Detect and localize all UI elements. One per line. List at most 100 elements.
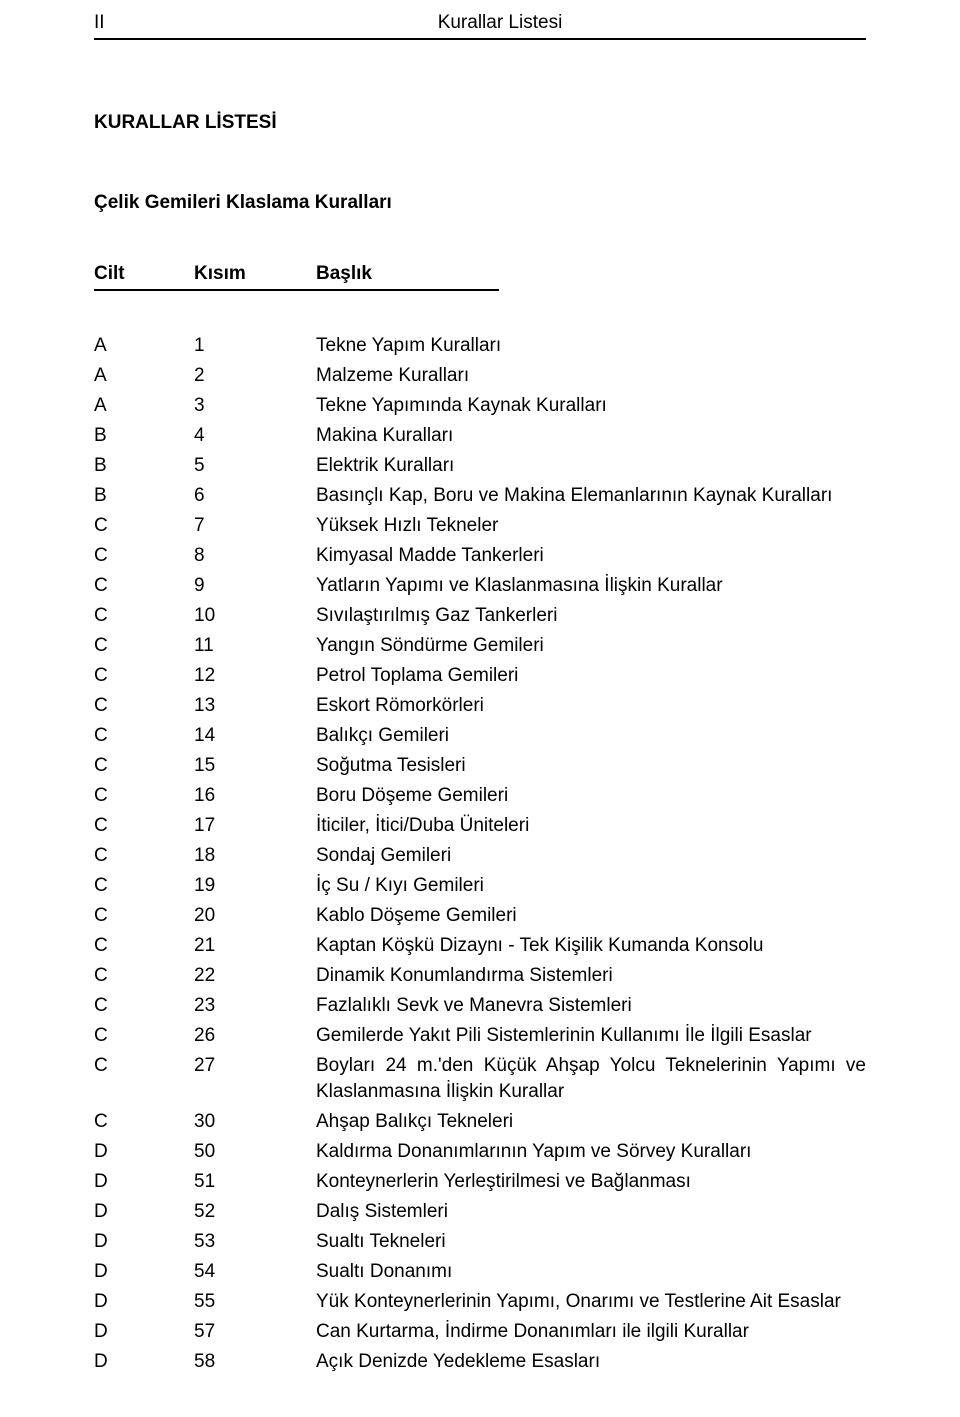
cell-baslik: Makina Kuralları <box>316 423 866 449</box>
table-row: D58Açık Denizde Yedekleme Esasları <box>94 1347 866 1377</box>
cell-baslik: İç Su / Kıyı Gemileri <box>316 873 866 899</box>
col-header-cilt: Cilt <box>94 261 194 287</box>
cell-kisim: 52 <box>194 1199 316 1225</box>
table-row: C15Soğutma Tesisleri <box>94 751 866 781</box>
table-row: C7Yüksek Hızlı Tekneler <box>94 511 866 541</box>
cell-kisim: 54 <box>194 1259 316 1285</box>
cell-kisim: 15 <box>194 753 316 779</box>
table-row: C21Kaptan Köşkü Dizaynı - Tek Kişilik Ku… <box>94 931 866 961</box>
cell-kisim: 12 <box>194 663 316 689</box>
page-header: II Kurallar Listesi <box>94 10 866 40</box>
table-row: C23Fazlalıklı Sevk ve Manevra Sistemleri <box>94 991 866 1021</box>
cell-cilt: C <box>94 813 194 839</box>
cell-cilt: B <box>94 423 194 449</box>
col-header-kisim: Kısım <box>194 261 316 287</box>
cell-kisim: 6 <box>194 483 316 509</box>
table-row: B6Basınçlı Kap, Boru ve Makina Elemanlar… <box>94 481 866 511</box>
cell-cilt: C <box>94 993 194 1019</box>
cell-cilt: C <box>94 603 194 629</box>
cell-kisim: 16 <box>194 783 316 809</box>
table-row: D55Yük Konteynerlerinin Yapımı, Onarımı … <box>94 1287 866 1317</box>
table-row: C20Kablo Döşeme Gemileri <box>94 901 866 931</box>
cell-cilt: D <box>94 1319 194 1345</box>
page-number: II <box>94 10 134 36</box>
cell-cilt: C <box>94 693 194 719</box>
cell-kisim: 26 <box>194 1023 316 1049</box>
cell-cilt: C <box>94 873 194 899</box>
table-row: C26Gemilerde Yakıt Pili Sistemlerinin Ku… <box>94 1021 866 1051</box>
cell-cilt: C <box>94 573 194 599</box>
document-page: II Kurallar Listesi KURALLAR LİSTESİ Çel… <box>0 10 960 1417</box>
table-row: C10Sıvılaştırılmış Gaz Tankerleri <box>94 601 866 631</box>
cell-baslik: Dalış Sistemleri <box>316 1199 866 1225</box>
cell-baslik: Petrol Toplama Gemileri <box>316 663 866 689</box>
cell-baslik: Elektrik Kuralları <box>316 453 866 479</box>
cell-cilt: C <box>94 513 194 539</box>
cell-cilt: C <box>94 753 194 779</box>
cell-kisim: 3 <box>194 393 316 419</box>
cell-cilt: A <box>94 363 194 389</box>
cell-cilt: D <box>94 1169 194 1195</box>
page-header-title: Kurallar Listesi <box>134 10 866 36</box>
cell-kisim: 11 <box>194 633 316 659</box>
cell-cilt: C <box>94 933 194 959</box>
table-row: A3Tekne Yapımında Kaynak Kuralları <box>94 391 866 421</box>
col-header-baslik: Başlık <box>316 261 866 287</box>
cell-kisim: 18 <box>194 843 316 869</box>
cell-kisim: 13 <box>194 693 316 719</box>
cell-baslik: Sıvılaştırılmış Gaz Tankerleri <box>316 603 866 629</box>
table-row: D57Can Kurtarma, İndirme Donanımları ile… <box>94 1317 866 1347</box>
cell-kisim: 20 <box>194 903 316 929</box>
cell-kisim: 23 <box>194 993 316 1019</box>
cell-cilt: C <box>94 1023 194 1049</box>
column-headers: Cilt Kısım Başlık <box>94 261 866 287</box>
cell-baslik: Basınçlı Kap, Boru ve Makina Elemanların… <box>316 483 866 509</box>
cell-kisim: 5 <box>194 453 316 479</box>
cell-cilt: C <box>94 1053 194 1079</box>
header-underline <box>94 289 499 291</box>
cell-cilt: D <box>94 1139 194 1165</box>
cell-kisim: 8 <box>194 543 316 569</box>
cell-kisim: 7 <box>194 513 316 539</box>
cell-kisim: 1 <box>194 333 316 359</box>
cell-baslik: Dinamik Konumlandırma Sistemleri <box>316 963 866 989</box>
cell-baslik: Soğutma Tesisleri <box>316 753 866 779</box>
cell-cilt: C <box>94 663 194 689</box>
cell-baslik: Kaptan Köşkü Dizaynı - Tek Kişilik Kuman… <box>316 933 866 959</box>
table-row: C27Boyları 24 m.'den Küçük Ahşap Yolcu T… <box>94 1051 866 1107</box>
cell-baslik: Malzeme Kuralları <box>316 363 866 389</box>
table-row: D53Sualtı Tekneleri <box>94 1227 866 1257</box>
cell-kisim: 4 <box>194 423 316 449</box>
cell-kisim: 58 <box>194 1349 316 1375</box>
cell-cilt: C <box>94 723 194 749</box>
main-title: KURALLAR LİSTESİ <box>94 110 866 136</box>
table-row: D51Konteynerlerin Yerleştirilmesi ve Bağ… <box>94 1167 866 1197</box>
cell-kisim: 19 <box>194 873 316 899</box>
cell-baslik: Yangın Söndürme Gemileri <box>316 633 866 659</box>
cell-baslik: Fazlalıklı Sevk ve Manevra Sistemleri <box>316 993 866 1019</box>
table-row: C22Dinamik Konumlandırma Sistemleri <box>94 961 866 991</box>
cell-baslik: Tekne Yapım Kuralları <box>316 333 866 359</box>
cell-baslik: Kablo Döşeme Gemileri <box>316 903 866 929</box>
cell-baslik: Kaldırma Donanımlarının Yapım ve Sörvey … <box>316 1139 866 1165</box>
cell-cilt: D <box>94 1289 194 1315</box>
table-row: A2Malzeme Kuralları <box>94 361 866 391</box>
table-row: C9Yatların Yapımı ve Klaslanmasına İlişk… <box>94 571 866 601</box>
cell-baslik: Kimyasal Madde Tankerleri <box>316 543 866 569</box>
table-row: C13Eskort Römorkörleri <box>94 691 866 721</box>
table-row: C19İç Su / Kıyı Gemileri <box>94 871 866 901</box>
cell-baslik: Sondaj Gemileri <box>316 843 866 869</box>
cell-baslik: Boru Döşeme Gemileri <box>316 783 866 809</box>
cell-kisim: 27 <box>194 1053 316 1079</box>
cell-cilt: C <box>94 633 194 659</box>
cell-baslik: Açık Denizde Yedekleme Esasları <box>316 1349 866 1375</box>
cell-baslik: Sualtı Tekneleri <box>316 1229 866 1255</box>
cell-baslik: Sualtı Donanımı <box>316 1259 866 1285</box>
cell-cilt: D <box>94 1349 194 1375</box>
cell-cilt: C <box>94 963 194 989</box>
cell-baslik: İticiler, İtici/Duba Üniteleri <box>316 813 866 839</box>
table-row: C30Ahşap Balıkçı Tekneleri <box>94 1107 866 1137</box>
cell-cilt: A <box>94 333 194 359</box>
cell-kisim: 55 <box>194 1289 316 1315</box>
cell-baslik: Konteynerlerin Yerleştirilmesi ve Bağlan… <box>316 1169 866 1195</box>
